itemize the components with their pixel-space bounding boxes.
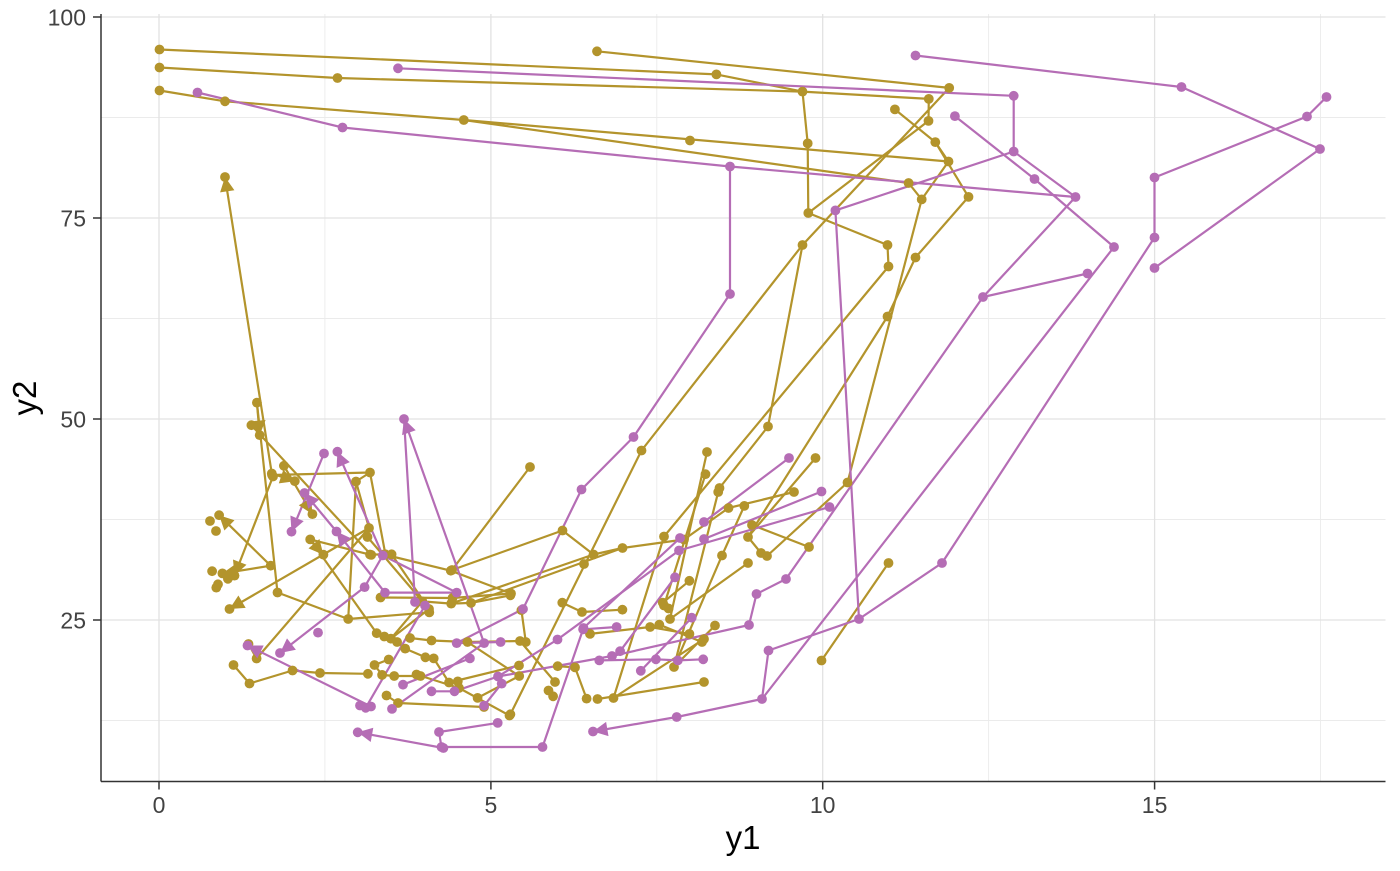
svg-text:100: 100 [48,5,86,31]
svg-text:15: 15 [1142,792,1168,818]
svg-text:y2: y2 [6,381,43,416]
svg-text:y1: y1 [726,819,761,856]
svg-text:25: 25 [60,608,86,634]
svg-text:75: 75 [60,206,86,232]
svg-text:10: 10 [810,792,836,818]
svg-text:0: 0 [153,792,166,818]
svg-text:5: 5 [485,792,498,818]
svg-text:50: 50 [60,407,86,433]
